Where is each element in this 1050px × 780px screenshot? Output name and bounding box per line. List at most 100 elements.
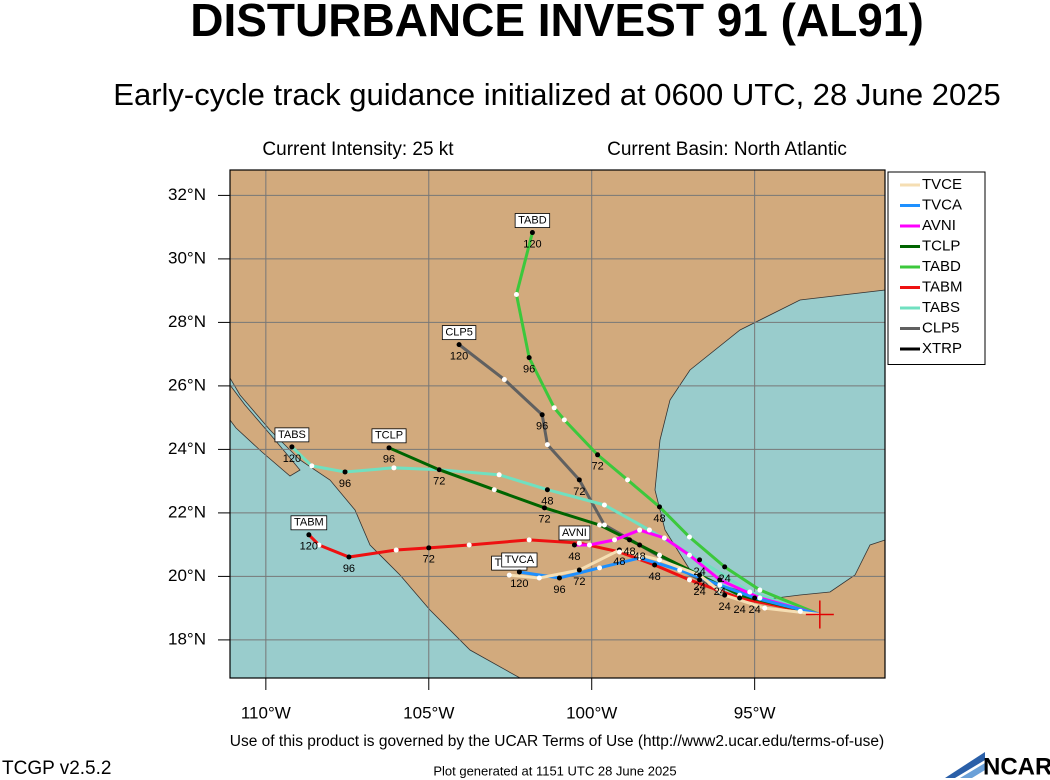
model-tag: TABD: [514, 213, 551, 228]
track-point: [625, 477, 631, 483]
model-tag-box: [514, 213, 551, 228]
hour-label: 96: [339, 478, 351, 490]
track-point: [393, 547, 399, 553]
map-area: 18°N 20°N 22°N 24°N 26°N 28°N 30°N 32°N 110°W 105…: [168, 169, 986, 722]
x-tick-label: 95°W: [734, 703, 776, 722]
track-point: [722, 564, 728, 570]
logo-mark: [945, 752, 985, 778]
track-point: [309, 463, 315, 469]
track-point: [601, 522, 607, 528]
track-point: [656, 557, 662, 563]
hour-label: 48: [568, 551, 580, 563]
model-tag-text: CLP5: [445, 327, 473, 339]
track-point: [737, 595, 743, 601]
hour-label: 96: [536, 421, 548, 433]
hour-label: 72: [433, 476, 445, 488]
model-tag: TABS: [274, 427, 310, 443]
model-tag-box: [290, 515, 328, 531]
model-tag-text: TCLP: [375, 430, 403, 442]
track-point: [757, 595, 763, 601]
logo-text: NCAR: [983, 753, 1050, 780]
track-point: [491, 487, 497, 493]
track-point: [576, 567, 582, 573]
hour-label: 96: [383, 454, 395, 466]
track-point: [627, 537, 633, 543]
hour-label: 72: [538, 514, 550, 526]
track-point: [526, 355, 532, 361]
model-tag-box: [274, 427, 310, 443]
track-point: [717, 582, 723, 588]
hour-label: 48: [541, 496, 553, 508]
hour-label: 48: [613, 556, 625, 568]
track-point: [637, 542, 643, 548]
model-tag: TVCA: [501, 552, 538, 568]
y-tick-label: 22°N: [168, 502, 206, 521]
track-point: [677, 567, 683, 573]
hour-label: 48: [648, 571, 660, 583]
y-tick-label: 30°N: [168, 248, 206, 267]
track-point: [762, 605, 768, 611]
hour-label: 96: [553, 584, 565, 596]
model-tag-text: TABS: [278, 429, 306, 441]
track-point: [601, 502, 607, 508]
hour-label: 24: [734, 604, 746, 616]
track-point: [571, 542, 577, 548]
model-tag-text: AVNI: [562, 527, 587, 539]
track-point: [597, 522, 603, 528]
track-point: [616, 549, 622, 555]
track-line: [514, 232, 821, 616]
track-point: [516, 569, 522, 575]
y-tick-label: 26°N: [168, 375, 206, 394]
legend-label: TVCA: [922, 196, 962, 213]
track-point: [544, 442, 550, 448]
legend-label: XTRP: [922, 340, 962, 357]
map-frame: [229, 169, 886, 679]
track-point: [757, 587, 763, 593]
track-point: [586, 542, 592, 548]
track-point: [686, 552, 692, 558]
hour-label: 96: [523, 364, 535, 376]
legend-label: TCLP: [922, 237, 960, 254]
track-point: [316, 542, 322, 548]
track-point: [536, 575, 542, 581]
logo: NCAR: [945, 752, 1050, 780]
basin: Current Basin: North Atlantic: [607, 139, 847, 160]
model-tag-text: TVCA: [505, 554, 535, 566]
tracks: 244872TVCE2496120TVCA2448AVNI24487296TCL…: [274, 213, 821, 616]
track-point: [656, 504, 662, 510]
hour-label: 24: [749, 604, 761, 616]
track-point: [686, 534, 692, 540]
land: [229, 383, 301, 477]
logo-mark: [960, 763, 985, 778]
x-tick-label: 100°W: [566, 703, 617, 722]
hour-label: 48: [633, 551, 645, 563]
hour-label: 72: [423, 554, 435, 566]
model-tag-box: [371, 428, 407, 444]
hour-label: 24: [693, 586, 705, 598]
model-tag: AVNI: [558, 525, 591, 541]
track-point: [752, 595, 758, 601]
hour-label: 120: [450, 351, 468, 363]
hour-label: 120: [523, 238, 541, 250]
subtitle: Early-cycle track guidance initialized a…: [113, 77, 1000, 112]
hour-label: 24: [693, 566, 705, 578]
track-point: [576, 477, 582, 483]
version: TCGP v2.5.2: [2, 758, 111, 779]
track-point: [637, 527, 643, 533]
track-point: [526, 537, 532, 543]
track-point: [346, 554, 352, 560]
y-tick-label: 20°N: [168, 566, 206, 585]
hour-label: 48: [623, 546, 635, 558]
track-point: [544, 487, 550, 493]
track-point: [386, 445, 392, 451]
model-tag-text: TABD: [518, 214, 547, 226]
hour-label: 120: [283, 453, 301, 465]
model-tag-text: TABM: [294, 517, 324, 529]
track-point: [289, 444, 295, 450]
track-point: [539, 412, 545, 418]
hour-label: 120: [510, 578, 528, 590]
track-point: [797, 608, 803, 614]
intensity: Current Intensity: 25 kt: [262, 139, 454, 160]
track-point: [456, 342, 462, 348]
